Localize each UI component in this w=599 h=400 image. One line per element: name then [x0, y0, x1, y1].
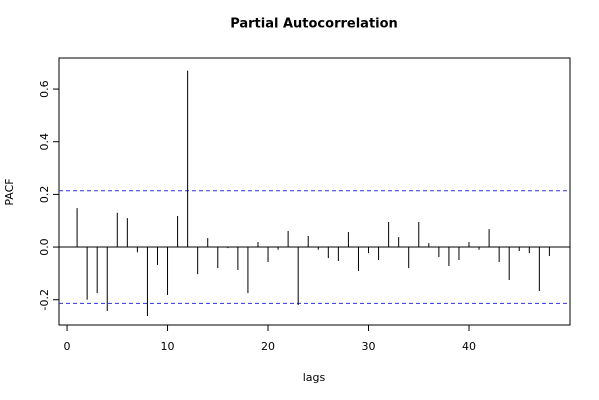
x-tick-label: 10 [161, 340, 175, 353]
y-tick-label: 0.4 [38, 133, 51, 151]
y-axis-label: PACF [3, 178, 16, 205]
y-tick-label: 0.2 [38, 186, 51, 204]
y-tick-label: -0.2 [38, 289, 51, 310]
x-tick-label: 40 [462, 340, 476, 353]
x-tick-label: 0 [64, 340, 71, 353]
y-tick-label: 0.0 [38, 238, 51, 256]
y-tick-label: 0.6 [38, 80, 51, 98]
chart-title: Partial Autocorrelation [230, 17, 398, 32]
x-axis-label: lags [303, 371, 326, 384]
x-tick-label: 20 [261, 340, 275, 353]
x-tick-label: 30 [362, 340, 376, 353]
plot-frame [58, 57, 571, 326]
